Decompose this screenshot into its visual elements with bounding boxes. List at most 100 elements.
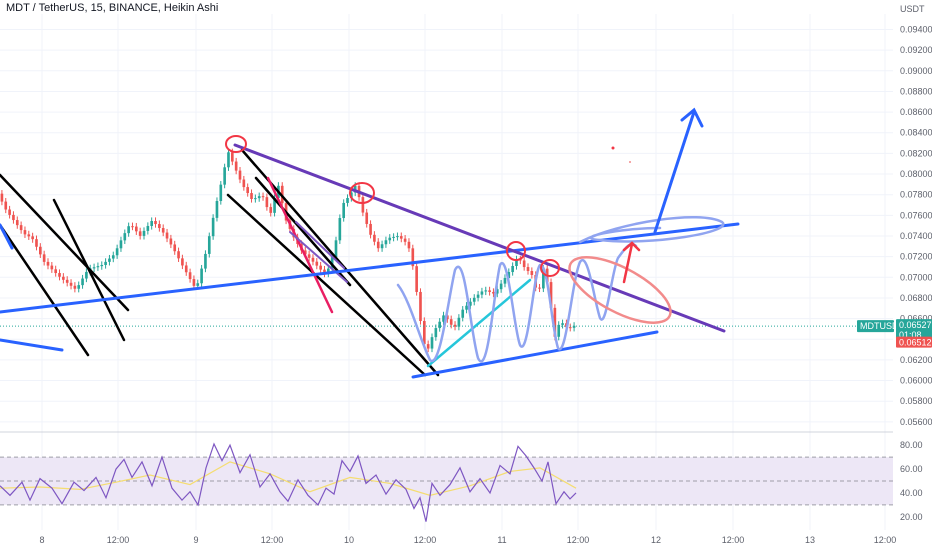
candle-body bbox=[319, 265, 322, 270]
candle-body bbox=[438, 321, 441, 329]
time-axis[interactable]: 8 12:00 9 12:00 10 12:00 11 12:00 12 12:00 13 12:00 bbox=[39, 535, 896, 545]
blue-arrow-up bbox=[653, 107, 704, 234]
price-tick-label: 0.05800 bbox=[900, 396, 932, 406]
candle-body bbox=[449, 319, 453, 325]
blue-loop bbox=[578, 216, 725, 244]
candle-body bbox=[135, 226, 138, 232]
time-tick-label: 12:00 bbox=[261, 535, 284, 545]
time-tick-label: 12:00 bbox=[107, 535, 130, 545]
red-arrow-up bbox=[622, 241, 641, 284]
candle-body bbox=[557, 324, 561, 337]
candle-body bbox=[369, 223, 372, 235]
candle-body bbox=[442, 315, 445, 322]
time-tick-label: 9 bbox=[193, 535, 198, 545]
time-tick-label: 12 bbox=[651, 535, 661, 545]
time-tick-label: 10 bbox=[344, 535, 354, 545]
blue-trendline bbox=[0, 338, 64, 352]
candle-body bbox=[499, 283, 503, 290]
candle-body bbox=[108, 258, 111, 262]
candle-body bbox=[204, 253, 207, 269]
candle-body bbox=[65, 279, 69, 283]
red-dot bbox=[629, 161, 631, 163]
black-channel-line bbox=[0, 173, 130, 312]
price-tick-label: 0.09200 bbox=[900, 45, 932, 55]
candle-body bbox=[12, 214, 15, 221]
candle-body bbox=[399, 236, 403, 239]
candle-body bbox=[81, 278, 84, 286]
price-tick-label: 0.08800 bbox=[900, 86, 932, 96]
candle-body bbox=[334, 240, 338, 258]
candle-body bbox=[196, 283, 200, 286]
candle-body bbox=[327, 268, 330, 274]
candle-body bbox=[142, 230, 146, 236]
black-channel-line bbox=[254, 176, 352, 287]
black-channel-line bbox=[52, 198, 126, 342]
blue-trendline bbox=[0, 222, 740, 314]
candle-body bbox=[138, 231, 142, 236]
candle-body bbox=[484, 290, 488, 292]
rsi-ma-line bbox=[0, 461, 577, 496]
last-price-text: 0.06527 bbox=[899, 320, 932, 330]
candle-body bbox=[39, 246, 42, 255]
candle-body bbox=[181, 258, 184, 266]
candle-body bbox=[177, 251, 180, 259]
rsi-layer bbox=[0, 442, 577, 522]
candle-body bbox=[8, 209, 11, 215]
candle-body bbox=[396, 236, 399, 238]
currency-label: USDT bbox=[900, 4, 925, 14]
candle-body bbox=[553, 307, 557, 337]
blue-support-line bbox=[411, 330, 659, 379]
candle-body bbox=[62, 276, 65, 280]
candle-body bbox=[561, 323, 564, 325]
black-channel-line bbox=[226, 193, 427, 377]
black-channel-line bbox=[0, 223, 90, 357]
price-tick-label: 0.09400 bbox=[900, 24, 932, 34]
candle-body bbox=[315, 261, 319, 266]
candle-body bbox=[568, 327, 572, 329]
candle-body bbox=[4, 201, 8, 210]
candle-body bbox=[388, 237, 392, 241]
blue-trendline bbox=[0, 223, 14, 250]
candle-body bbox=[246, 187, 249, 194]
candle-body bbox=[492, 291, 495, 294]
rsi-line bbox=[0, 442, 577, 522]
candle-body bbox=[261, 196, 265, 198]
candle-body bbox=[511, 265, 514, 273]
low-price-tag bbox=[896, 336, 932, 348]
candle-body bbox=[515, 259, 518, 266]
time-tick-label: 12:00 bbox=[567, 535, 590, 545]
time-tick-label: 12:00 bbox=[874, 535, 897, 545]
candle-body bbox=[111, 255, 115, 259]
candle-body bbox=[0, 193, 4, 202]
candle-body bbox=[453, 324, 457, 327]
symbol-tag-text: MDTUSDT bbox=[860, 321, 904, 331]
red-dot bbox=[611, 146, 615, 150]
candle-body bbox=[384, 240, 388, 245]
price-axis[interactable]: USDT 0.09400 0.09200 0.09000 0.08800 0.08600 0… bbox=[900, 4, 932, 427]
low-price-text: 0.06512 bbox=[899, 338, 932, 348]
candle-body bbox=[234, 161, 238, 171]
candle-body bbox=[184, 265, 188, 273]
candle-body bbox=[211, 217, 215, 237]
candle-body bbox=[169, 238, 173, 245]
candle-body bbox=[42, 254, 46, 262]
rsi-tick-label: 80.00 bbox=[900, 440, 923, 450]
candle-body bbox=[311, 257, 315, 262]
purple-line-small bbox=[295, 221, 345, 269]
grid-lines bbox=[0, 14, 893, 530]
candle-body bbox=[123, 233, 127, 241]
drawings-layer[interactable] bbox=[0, 107, 740, 379]
magenta-line bbox=[266, 176, 334, 314]
rsi-axis[interactable]: 80.00 60.00 40.00 20.00 bbox=[900, 440, 923, 522]
price-tick-label: 0.07800 bbox=[900, 190, 932, 200]
candle-body bbox=[361, 197, 365, 213]
chart-title: MDT / TetherUS, 15, BINANCE, Heikin Ashi bbox=[6, 2, 219, 14]
candle-body bbox=[434, 328, 438, 338]
candle-body bbox=[250, 193, 253, 199]
time-tick-label: 12:00 bbox=[414, 535, 437, 545]
symbol-tag bbox=[857, 320, 894, 333]
candle-body bbox=[92, 267, 96, 269]
candle-body bbox=[257, 196, 261, 199]
